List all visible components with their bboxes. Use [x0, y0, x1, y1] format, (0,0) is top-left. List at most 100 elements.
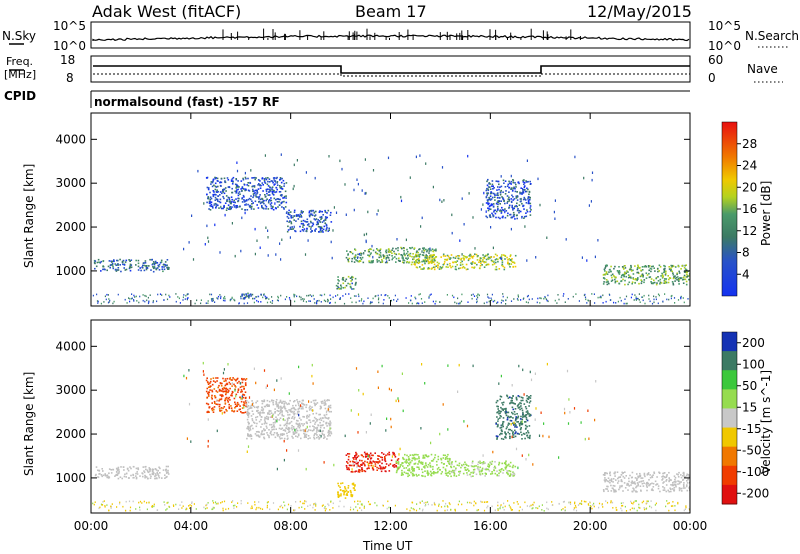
heatmap-cell: [252, 196, 254, 199]
heatmap-cell: [266, 198, 268, 200]
heatmap-cell: [485, 473, 487, 475]
heatmap-cell: [428, 295, 430, 298]
heatmap-cell: [323, 293, 326, 296]
heatmap-cell: [405, 238, 407, 242]
heatmap-cell: [280, 202, 283, 204]
heatmap-cell: [308, 415, 310, 418]
heatmap-cell: [256, 204, 258, 206]
heatmap-cell: [501, 402, 503, 404]
heatmap-cell: [280, 153, 282, 156]
nave-tick-bottom: 0: [708, 71, 716, 85]
heatmap-cell: [501, 468, 503, 470]
heatmap-cell: [241, 381, 244, 384]
heatmap-cell: [229, 378, 231, 380]
heatmap-cell: [515, 396, 518, 399]
heatmap-cell: [485, 261, 487, 263]
heatmap-cell: [490, 191, 492, 194]
heatmap-cell: [320, 301, 322, 303]
heatmap-cell: [215, 186, 218, 188]
heatmap-cell: [382, 453, 385, 455]
heatmap-cell: [222, 507, 224, 510]
heatmap-cell: [397, 461, 400, 463]
heatmap-cell: [564, 506, 566, 509]
heatmap-cell: [437, 458, 440, 461]
heatmap-cell: [143, 470, 145, 472]
heatmap-cell: [528, 193, 530, 196]
heatmap-cell: [233, 204, 235, 206]
heatmap-cell: [167, 471, 169, 474]
heatmap-cell: [501, 423, 504, 426]
heatmap-cell: [94, 260, 97, 262]
heatmap-cell: [615, 506, 617, 509]
heatmap-cell: [502, 191, 504, 193]
heatmap-cell: [503, 509, 505, 511]
heatmap-cell: [476, 300, 478, 303]
heatmap-cell: [175, 293, 177, 295]
heatmap-cell: [215, 502, 217, 505]
heatmap-cell: [506, 394, 508, 397]
heatmap-cell: [123, 264, 126, 266]
heatmap-cell: [422, 475, 424, 477]
heatmap-cell: [504, 193, 507, 195]
heatmap-cell: [217, 190, 219, 193]
heatmap-cell: [482, 256, 485, 259]
heatmap-cell: [661, 272, 663, 275]
heatmap-cell: [356, 260, 358, 262]
heatmap-cell: [259, 194, 261, 196]
heatmap-cell: [337, 279, 339, 281]
heatmap-cell: [578, 300, 580, 302]
heatmap-cell: [301, 402, 303, 404]
noise-spike: [263, 28, 265, 40]
heatmap-cell: [505, 460, 507, 462]
heatmap-cell: [254, 227, 256, 231]
heatmap-cell: [462, 257, 465, 259]
heatmap-cell: [94, 501, 96, 503]
heatmap-cell: [442, 463, 445, 465]
heatmap-cell: [163, 266, 165, 268]
heatmap-cell: [395, 460, 398, 463]
heatmap-cell: [333, 206, 335, 209]
heatmap-cell: [677, 480, 679, 482]
heatmap-cell: [399, 260, 401, 262]
heatmap-cell: [383, 299, 385, 301]
heatmap-cell: [388, 249, 391, 252]
noise-spike: [461, 30, 463, 40]
heatmap-cell: [354, 249, 357, 251]
heatmap-cell: [95, 466, 98, 468]
heatmap-cell: [641, 501, 643, 504]
heatmap-cell: [151, 258, 153, 261]
heatmap-cell: [324, 211, 327, 213]
heatmap-cell: [299, 425, 301, 427]
heatmap-cell: [182, 505, 184, 507]
heatmap-cell: [421, 264, 424, 266]
heatmap-cell: [429, 294, 431, 296]
heatmap-cell: [633, 482, 635, 485]
heatmap-cell: [641, 266, 644, 268]
heatmap-cell: [647, 265, 650, 267]
heatmap-cell: [494, 461, 496, 463]
heatmap-cell: [355, 295, 357, 297]
heatmap-cell: [104, 474, 107, 476]
heatmap-cell: [515, 431, 517, 433]
heatmap-cell: [353, 208, 355, 212]
heatmap-cell: [119, 258, 121, 261]
heatmap-cell: [435, 249, 437, 252]
heatmap-cell: [347, 487, 350, 489]
heatmap-cell: [616, 509, 618, 511]
heatmap-cell: [495, 268, 498, 271]
heatmap-cell: [409, 252, 412, 255]
heatmap-cell: [346, 466, 348, 469]
heatmap-cell: [117, 477, 120, 480]
heatmap-cell: [276, 181, 279, 183]
heatmap-cell: [466, 464, 468, 466]
heatmap-cell: [504, 202, 506, 205]
heatmap-cell: [367, 249, 370, 251]
heatmap-cell: [584, 296, 587, 299]
heatmap-cell: [115, 264, 117, 266]
heatmap-cell: [117, 466, 120, 469]
heatmap-cell: [427, 268, 429, 270]
heatmap-cell: [236, 506, 238, 508]
heatmap-cell: [610, 270, 612, 273]
heatmap-cell: [155, 469, 158, 471]
heatmap-cell: [523, 183, 525, 186]
